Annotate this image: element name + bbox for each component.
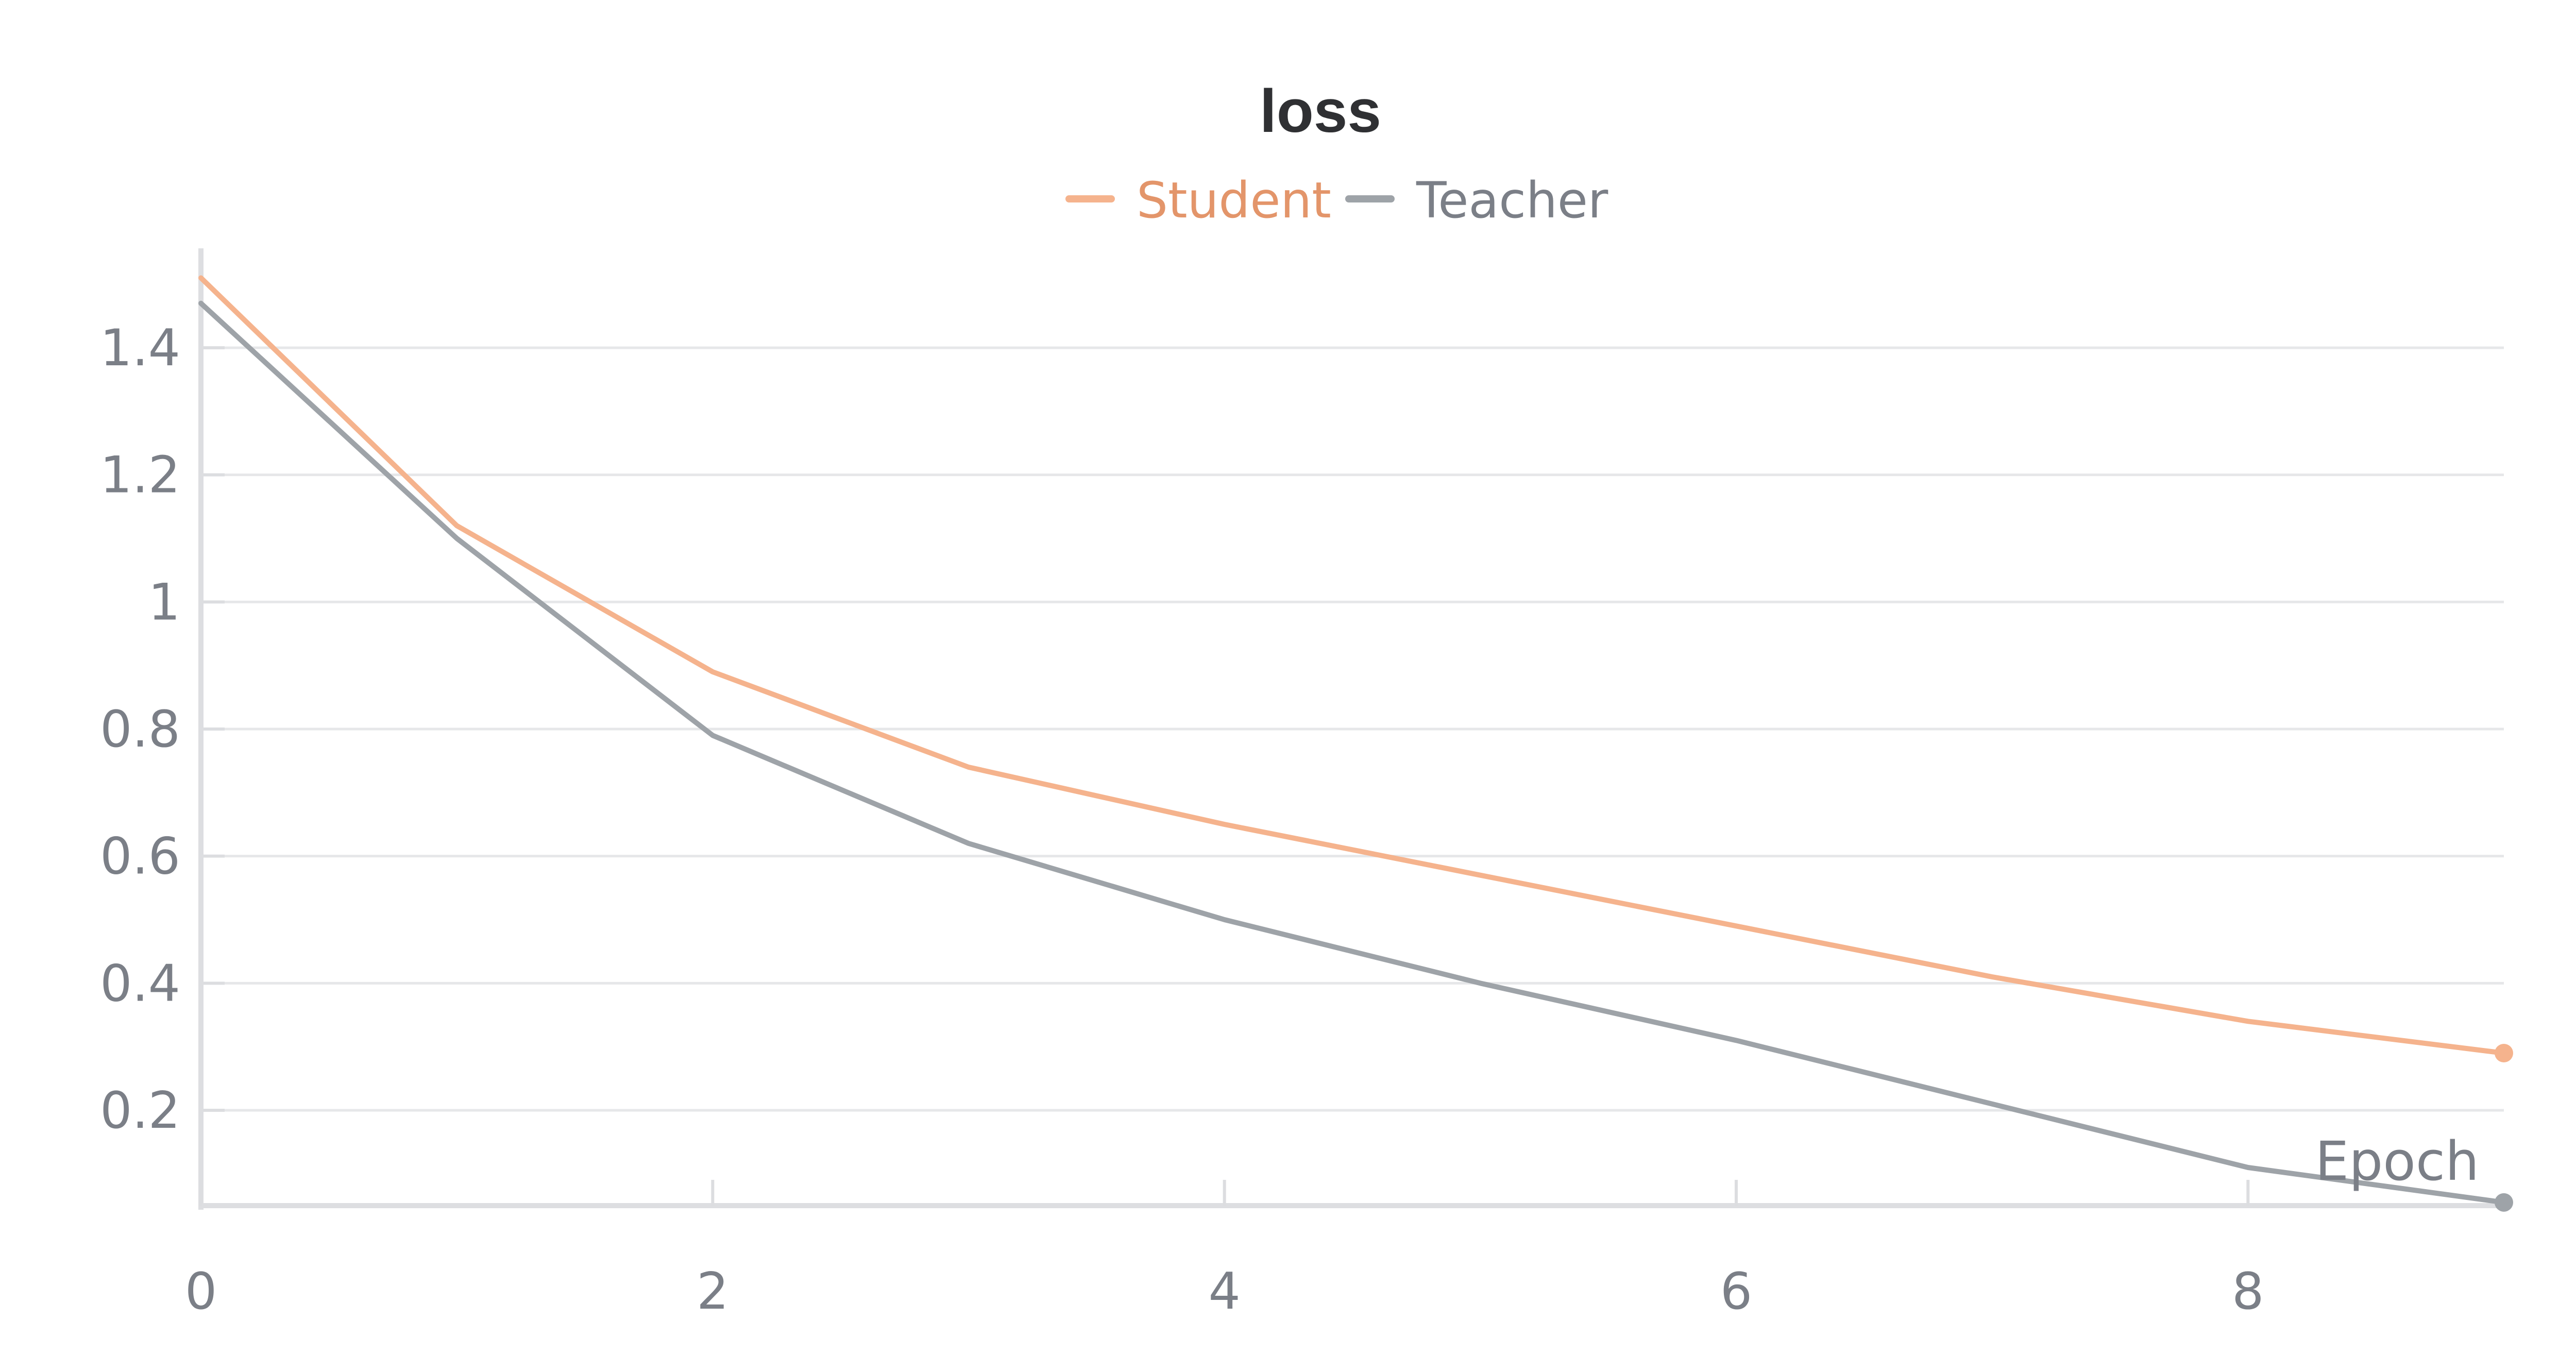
axes: 0.2 0.4 0.6 0.8 1 1.2 1.4 0 2 4 6 8 bbox=[100, 248, 2504, 1321]
y-tick-label: 0.2 bbox=[100, 1081, 180, 1140]
x-tick-label: 2 bbox=[697, 1262, 728, 1321]
y-tick-label: 1.4 bbox=[100, 319, 180, 378]
x-tick-label: 4 bbox=[1208, 1262, 1240, 1321]
series-endpoint-student[interactable] bbox=[2495, 1044, 2513, 1062]
legend-label-student: Student bbox=[1137, 172, 1331, 229]
series-line-student[interactable] bbox=[198, 275, 2506, 1056]
series-line-teacher[interactable] bbox=[198, 300, 2506, 1205]
legend-label-teacher: Teacher bbox=[1416, 172, 1608, 229]
x-axis-label: Epoch bbox=[2315, 1130, 2479, 1193]
y-tick-label: 1 bbox=[148, 573, 180, 632]
series-lines bbox=[198, 275, 2513, 1212]
y-tick-label: 1.2 bbox=[100, 446, 180, 505]
legend-item-student[interactable]: Student bbox=[1065, 172, 1331, 229]
y-tick-label: 0.4 bbox=[100, 954, 180, 1013]
y-tick-label: 0.8 bbox=[100, 700, 180, 759]
x-tick-label: 8 bbox=[2232, 1262, 2264, 1321]
legend[interactable]: Student Teacher bbox=[1065, 172, 1608, 229]
grid-lines bbox=[201, 346, 2504, 1112]
x-tick-label: 0 bbox=[185, 1262, 217, 1321]
x-tick-label: 6 bbox=[1720, 1262, 1752, 1321]
y-tick-label: 0.6 bbox=[100, 827, 180, 886]
legend-item-teacher[interactable]: Teacher bbox=[1345, 172, 1608, 229]
series-endpoint-teacher[interactable] bbox=[2495, 1193, 2513, 1212]
chart-title: loss bbox=[1260, 77, 1381, 145]
